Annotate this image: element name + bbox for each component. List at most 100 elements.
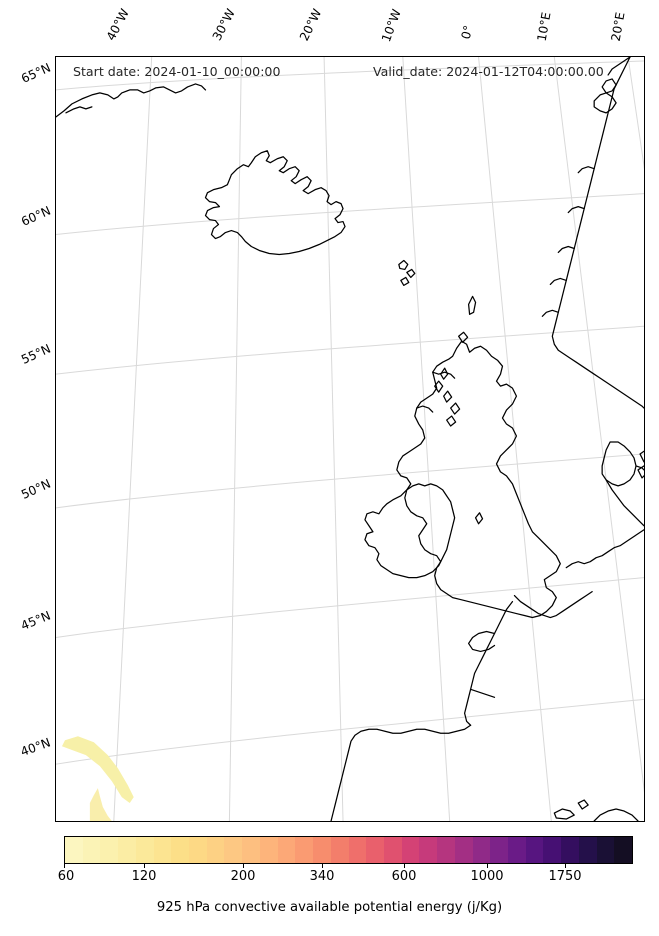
colorbar-segment-9 — [224, 837, 243, 863]
lat-label-40n: 40°N — [18, 735, 53, 760]
coast-great-britain — [396, 340, 561, 619]
colorbar-segment-28 — [561, 837, 579, 863]
colorbar-segment-19 — [401, 837, 420, 863]
colorbar-segment-20 — [419, 837, 438, 863]
colorbar-segment-31 — [614, 837, 632, 863]
colorbar-segment-4 — [135, 837, 154, 863]
coast-balearic-2 — [577, 799, 589, 810]
colorbar-tick-6 — [565, 864, 566, 868]
colorbar-segment-1 — [82, 837, 101, 863]
coast-france-west — [513, 590, 593, 619]
coast-norway-fjord-2 — [567, 205, 585, 214]
lat-label-50n: 50°N — [19, 476, 53, 502]
colorbar-segment-3 — [118, 837, 136, 863]
lat-label-45n: 45°N — [18, 608, 53, 633]
lon-label-10e: 10°E — [534, 11, 554, 43]
colorbar-segment-23 — [472, 837, 491, 863]
colorbar-segment-0 — [65, 837, 83, 863]
colorbar-label-60: 60 — [57, 869, 75, 884]
coast-shetland — [467, 295, 477, 315]
colorbar-segment-16 — [348, 837, 367, 863]
coast-norway-fjord-4 — [549, 277, 567, 286]
lon-label-20e: 20°E — [608, 11, 628, 43]
coast-gb-firths — [432, 371, 456, 379]
coast-hebrides-1 — [440, 367, 449, 380]
colorbar-segment-30 — [596, 837, 615, 863]
colorbar-label-1750: 1750 — [548, 869, 582, 884]
colorbar-segment-24 — [490, 837, 508, 863]
coast-hebrides-3 — [443, 390, 453, 403]
cape-field — [61, 736, 134, 821]
coast-iberia — [330, 724, 472, 821]
colorbar-segment-10 — [242, 837, 260, 863]
colorbar-segment-17 — [366, 837, 384, 863]
map-axes[interactable] — [55, 56, 645, 822]
coast-iberia-north-east — [469, 688, 496, 698]
colorbar-segment-27 — [543, 837, 562, 863]
colorbar-segment-12 — [277, 837, 296, 863]
coast-med-south — [593, 808, 639, 821]
colorbar-segment-14 — [313, 837, 331, 863]
colorbar-label-120: 120 — [131, 869, 157, 884]
coast-hebrides-5 — [446, 415, 457, 427]
colorbar-tick-0 — [64, 864, 65, 868]
colorbar-label-1000: 1000 — [470, 869, 504, 884]
coast-gb-west — [416, 405, 434, 413]
colorbar-segment-22 — [454, 837, 473, 863]
coast-greenland-inlet — [65, 106, 93, 114]
coast-baltic — [635, 465, 644, 471]
colorbar-segment-13 — [295, 837, 314, 863]
coast-biscay — [463, 600, 514, 726]
colorbar-segment-2 — [100, 837, 119, 863]
valid-date-annotation: Valid_date: 2024-01-12T04:00:00.00 — [373, 64, 604, 79]
colorbar-label-340: 340 — [309, 869, 335, 884]
coast-faroes-3 — [400, 276, 410, 287]
colorbar-label-600: 600 — [391, 869, 417, 884]
coast-denmark-isles — [639, 450, 644, 463]
colorbar-segment-21 — [437, 837, 455, 863]
colorbar-label-200: 200 — [230, 869, 256, 884]
coast-orkney — [458, 331, 469, 343]
lon-label-30w: 30°W — [209, 6, 238, 43]
coastlines — [56, 57, 644, 821]
lat-label-65n: 65°N — [19, 60, 53, 86]
coast-brittany — [467, 630, 496, 653]
colorbar-title: 925 hPa convective available potential e… — [156, 900, 503, 915]
lon-label-20w: 20°W — [297, 6, 325, 44]
map-svg — [56, 57, 644, 821]
colorbar-tick-2 — [243, 864, 244, 868]
lat-label-55n: 55°N — [19, 341, 53, 367]
coast-norway-fjord-5 — [541, 309, 559, 317]
coast-hebrides-4 — [450, 402, 461, 415]
colorbar-segment-7 — [189, 837, 207, 863]
colorbar-tick-5 — [487, 864, 488, 868]
coast-greenland — [56, 83, 207, 118]
lon-label-40w: 40°W — [103, 6, 132, 43]
colorbar-segment-8 — [206, 837, 225, 863]
coast-north-germany — [605, 479, 644, 527]
coast-ireland — [364, 483, 456, 579]
coast-faroes — [398, 259, 409, 271]
coast-hebrides-2 — [434, 380, 444, 393]
colorbar-segment-29 — [578, 837, 597, 863]
colorbar-segment-6 — [171, 837, 190, 863]
colorbar[interactable] — [64, 836, 633, 864]
graticule-gridlines — [56, 57, 644, 821]
colorbar-segment-5 — [153, 837, 172, 863]
coast-denmark-isles-2 — [637, 465, 644, 479]
coast-faroes-2 — [406, 268, 416, 279]
colorbar-tick-4 — [404, 864, 405, 868]
lon-label-0: 0° — [458, 23, 476, 41]
colorbar-tick-1 — [144, 864, 145, 868]
southwest-cape-blob — [89, 788, 112, 821]
colorbar-segment-15 — [330, 837, 349, 863]
lon-label-10w: 10°W — [379, 7, 404, 44]
lat-label-60n: 60°N — [19, 203, 53, 229]
coast-denmark — [601, 441, 637, 487]
coast-norway-fjord-3 — [557, 245, 575, 254]
coast-isle-of-man — [474, 512, 484, 525]
colorbar-segment-25 — [507, 837, 526, 863]
coast-continental-europe — [565, 529, 644, 569]
colorbar-segment-11 — [259, 837, 278, 863]
